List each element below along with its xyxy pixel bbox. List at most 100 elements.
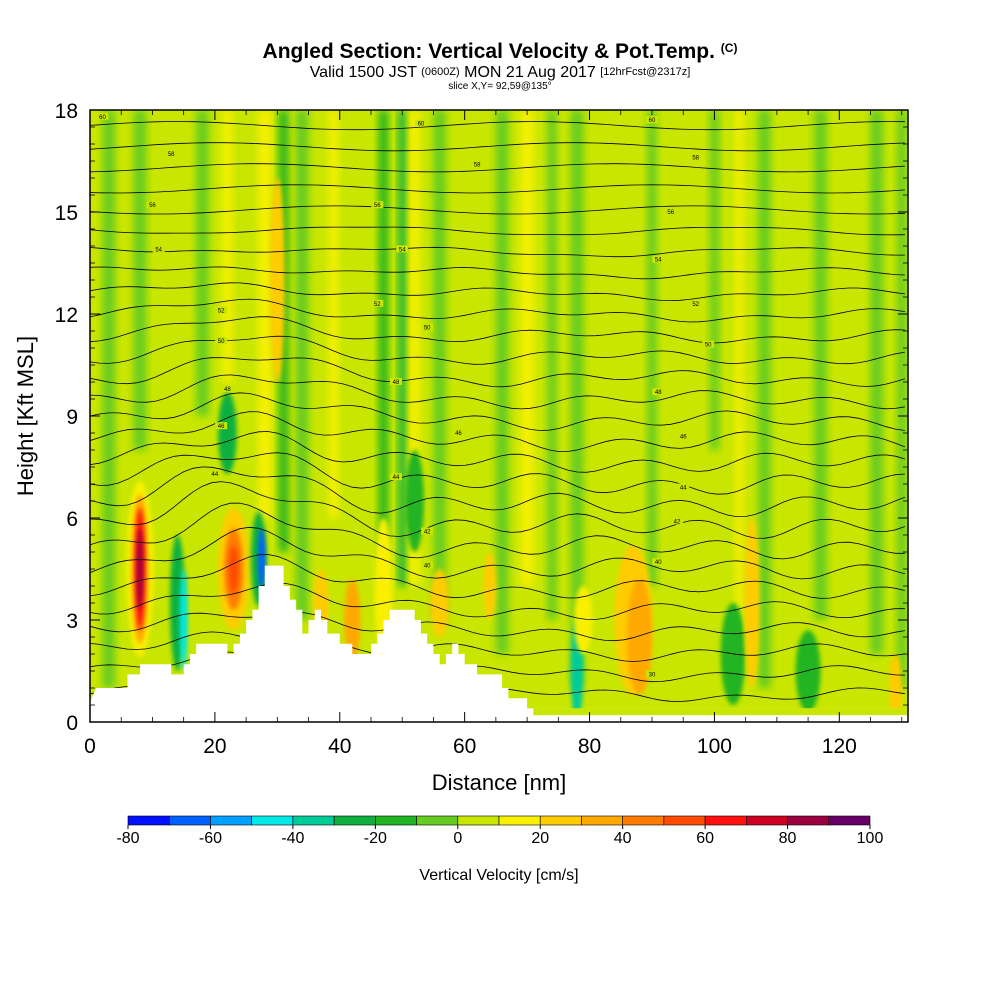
isentrope-label-bg bbox=[389, 378, 402, 385]
isentrope-label-bg bbox=[421, 527, 434, 535]
colorbar-swatch bbox=[704, 815, 747, 826]
colorbar-swatch bbox=[746, 815, 788, 826]
velocity-plume bbox=[166, 110, 176, 518]
colorbar-swatch bbox=[333, 815, 376, 826]
isentrope-line bbox=[90, 452, 905, 495]
isentrope-label-text: 60 bbox=[99, 115, 106, 121]
velocity-cell bbox=[405, 450, 425, 552]
velocity-plume bbox=[433, 110, 446, 620]
x-tick-label: 60 bbox=[453, 735, 476, 758]
isentrope-label-text: 54 bbox=[155, 247, 162, 253]
velocity-plume bbox=[358, 110, 371, 518]
isentrope-label-bg bbox=[677, 432, 690, 440]
velocity-plume bbox=[472, 110, 482, 552]
isentrope-label-bg bbox=[421, 561, 434, 569]
isentrope-label: 42 bbox=[421, 527, 434, 536]
isentrope-label: 52 bbox=[215, 306, 228, 315]
isentrope-label-text: 42 bbox=[674, 519, 681, 525]
isentrope-label: 40 bbox=[421, 561, 434, 570]
slice-info: slice X,Y= 92,59@135° bbox=[448, 81, 552, 92]
isentrope-label-bg bbox=[645, 116, 658, 124]
isentrope-label: 42 bbox=[670, 517, 683, 525]
colorbar-swatch bbox=[498, 815, 541, 826]
isentrope-label: 48 bbox=[221, 384, 234, 393]
isentrope-label-bg bbox=[152, 245, 165, 253]
colorbar-swatch bbox=[457, 815, 500, 826]
velocity-cell bbox=[344, 579, 361, 661]
isentrope-label-text: 46 bbox=[680, 434, 687, 440]
isentrope-line bbox=[90, 392, 905, 431]
isentrope-line bbox=[90, 282, 905, 302]
isentrope-label-text: 58 bbox=[692, 156, 699, 162]
y-tick-label: 18 bbox=[55, 100, 78, 123]
isentrope-label-text: 56 bbox=[667, 210, 674, 216]
velocity-plume bbox=[547, 110, 557, 620]
velocity-plume bbox=[814, 110, 827, 620]
isentrope-label-bg bbox=[414, 119, 427, 127]
isentrope-line bbox=[90, 374, 905, 410]
isentrope-line bbox=[90, 431, 906, 473]
isentrope-label-text: 48 bbox=[224, 387, 231, 393]
velocity-plume bbox=[296, 110, 309, 620]
y-tick-label: 0 bbox=[66, 712, 78, 735]
isentrope-label-text: 46 bbox=[455, 431, 462, 437]
isentrope-label: 58 bbox=[689, 153, 702, 162]
isentrope-label: 50 bbox=[215, 337, 228, 345]
velocity-cell bbox=[889, 654, 902, 722]
velocity-field bbox=[90, 110, 908, 722]
isentrope-label-text: 60 bbox=[418, 122, 425, 128]
isentrope-label: 58 bbox=[165, 150, 178, 158]
isentrope-label-bg bbox=[221, 384, 234, 392]
isentrope-label-text: 44 bbox=[393, 475, 400, 481]
colorbar-swatch bbox=[663, 815, 706, 826]
isentrope-label-text: 52 bbox=[692, 302, 699, 308]
isentrope-label: 30 bbox=[645, 670, 658, 678]
y-tick-label: 15 bbox=[55, 202, 78, 225]
isentrope-label-bg bbox=[421, 323, 434, 331]
colorbar-tick-label: -40 bbox=[281, 830, 304, 847]
axes: 0 20 40 60 80 100 120 0 3 6 9 12 15 18 bbox=[55, 100, 908, 758]
velocity-cell bbox=[430, 569, 450, 637]
isentrope-label-bg bbox=[452, 429, 465, 436]
valid-utc: (0600Z) bbox=[421, 66, 460, 78]
velocity-plume bbox=[870, 110, 884, 654]
isentrope-label-bg bbox=[664, 208, 677, 215]
isentrope-label-text: 30 bbox=[649, 672, 656, 678]
velocity-cell bbox=[218, 392, 237, 474]
isentrope-label-text: 42 bbox=[424, 530, 431, 536]
isentrope-line bbox=[90, 246, 905, 258]
isentrope-label: 58 bbox=[471, 160, 484, 168]
forecast-info: [12hrFcst@2317z] bbox=[600, 66, 691, 78]
colorbar-tick-label: 0 bbox=[453, 830, 462, 847]
isentrope-label: 44 bbox=[677, 483, 690, 491]
chart-title-block: Angled Section: Vertical Velocity & Pot.… bbox=[0, 36, 1000, 92]
isentrope-line bbox=[90, 526, 906, 580]
colorbar: -80 -60 -40 -20 0 20 40 60 80 100 bbox=[116, 815, 883, 847]
isentrope-label-bg bbox=[215, 306, 228, 314]
colorbar-swatch bbox=[210, 815, 252, 826]
isentrope-line bbox=[90, 184, 905, 194]
velocity-plume bbox=[709, 110, 720, 450]
isentrope-label-bg bbox=[652, 388, 665, 396]
colorbar-tick-label: 40 bbox=[614, 830, 632, 847]
velocity-cell bbox=[269, 178, 285, 382]
isentrope-label-text: 50 bbox=[424, 326, 431, 332]
y-tick-label: 9 bbox=[66, 406, 78, 429]
isentrope-label: 60 bbox=[96, 112, 109, 121]
isentrope-label: 44 bbox=[389, 473, 402, 481]
velocity-cell bbox=[744, 518, 760, 688]
isentrope-label-bg bbox=[645, 670, 658, 678]
isentrope-label-bg bbox=[689, 153, 702, 161]
isentrope-label-bg bbox=[371, 299, 384, 307]
isentrope-label: 54 bbox=[396, 245, 409, 253]
colorbar-tick-label: -60 bbox=[199, 830, 222, 847]
velocity-cell bbox=[573, 586, 593, 654]
terrain-profile bbox=[90, 565, 908, 722]
isentrope-label-text: 40 bbox=[424, 564, 431, 570]
isentrope-label-bg bbox=[146, 201, 159, 209]
velocity-plume bbox=[683, 110, 696, 552]
isentrope-label: 46 bbox=[215, 422, 228, 430]
isentrope-label: 48 bbox=[652, 388, 665, 396]
isentrope-label: 52 bbox=[689, 299, 702, 308]
x-tick-label: 0 bbox=[84, 735, 96, 758]
